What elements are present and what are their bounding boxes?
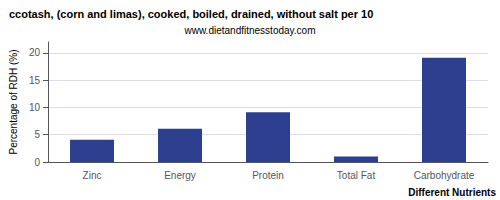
svg-text:5: 5 xyxy=(34,129,40,140)
svg-text:ccotash, (corn and limas), coo: ccotash, (corn and limas), cooked, boile… xyxy=(9,8,373,20)
svg-text:Different Nutrients: Different Nutrients xyxy=(408,187,496,198)
svg-text:Zinc: Zinc xyxy=(83,170,102,181)
svg-text:15: 15 xyxy=(29,75,41,86)
svg-text:Carbohydrate: Carbohydrate xyxy=(414,170,475,181)
svg-text:Percentage of RDH (%): Percentage of RDH (%) xyxy=(8,49,19,154)
svg-text:Total Fat: Total Fat xyxy=(337,170,376,181)
svg-text:0: 0 xyxy=(34,157,40,168)
svg-text:www.dietandfitnesstoday.com: www.dietandfitnesstoday.com xyxy=(184,25,316,36)
svg-text:20: 20 xyxy=(29,47,41,58)
svg-text:10: 10 xyxy=(29,102,41,113)
svg-text:Energy: Energy xyxy=(164,170,196,181)
svg-text:Protein: Protein xyxy=(252,170,284,181)
